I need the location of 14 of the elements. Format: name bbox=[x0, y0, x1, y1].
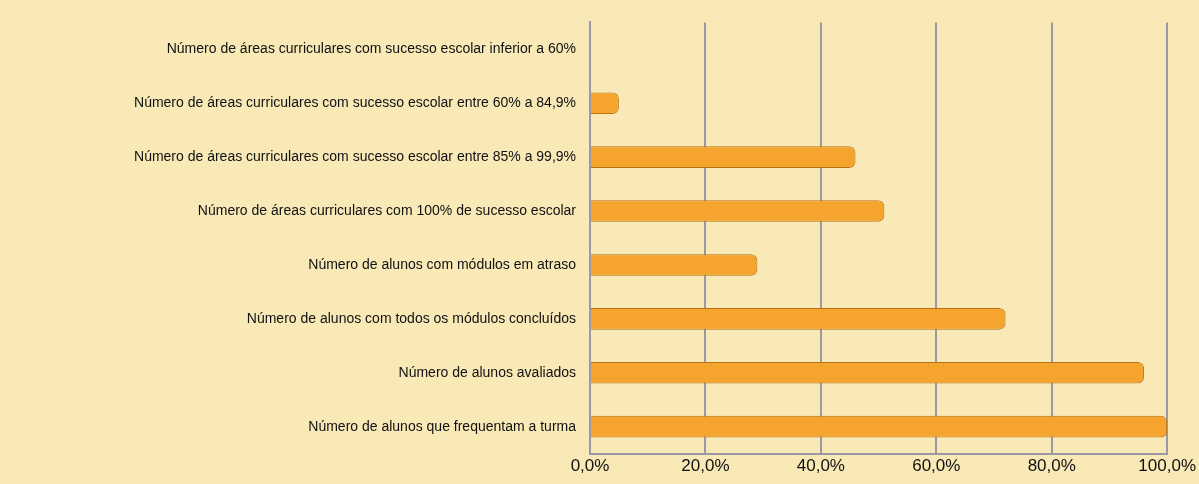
y-tick-label: Número de alunos com módulos em atraso bbox=[308, 255, 577, 272]
x-tick-label: 20,0% bbox=[681, 456, 730, 476]
x-tick-label: 60,0% bbox=[912, 456, 961, 476]
y-tick-label: Número de alunos com todos os módulos concluídos bbox=[246, 309, 576, 326]
x-tick-label: 80,0% bbox=[1027, 456, 1076, 476]
x-tick-label: 0,0% bbox=[570, 456, 610, 476]
y-tick-label: Número de áreas curriculares com sucesso escolar entre 60% a 84,9% bbox=[134, 94, 576, 111]
y-tick-label: Número de alunos que frequentam a turma bbox=[308, 417, 577, 434]
x-tick-label: 40,0% bbox=[796, 456, 845, 476]
y-tick-label: Número de áreas curriculares com sucesso escolar inferior a 60% bbox=[166, 40, 576, 57]
y-tick-label: Número de áreas curriculares com 100% de sucesso escolar bbox=[197, 201, 577, 218]
y-tick-label: Número de alunos avaliados bbox=[398, 363, 576, 380]
y-tick-label: Número de áreas curriculares com sucesso escolar entre 85% a 99,9% bbox=[134, 148, 576, 165]
x-tick-label: 100,0% bbox=[1138, 456, 1197, 476]
